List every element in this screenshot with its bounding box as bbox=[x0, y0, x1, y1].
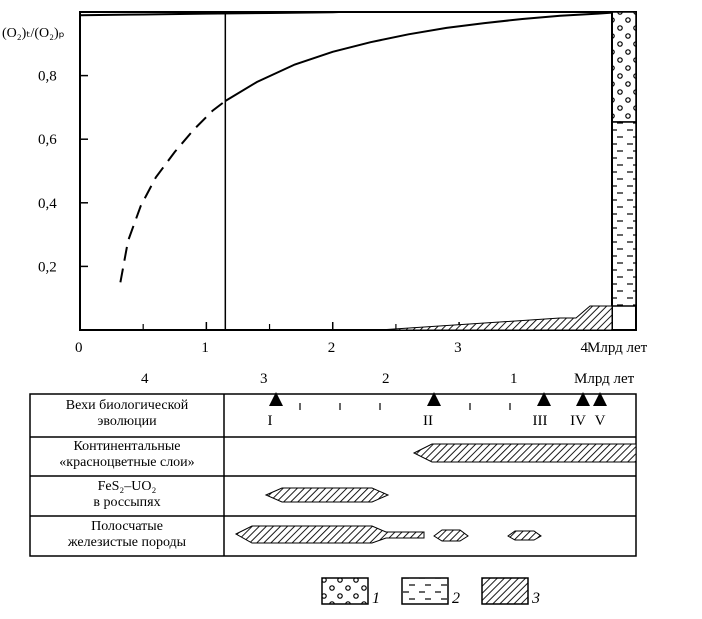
milestones: I II III IV V bbox=[268, 392, 607, 429]
x-axis-unit: Млрд лет bbox=[587, 340, 648, 356]
milestone-label: II bbox=[423, 413, 433, 429]
fes2-uo2-band bbox=[264, 487, 390, 503]
x-tick-label: 3 bbox=[454, 340, 462, 356]
y-tick-label: 0,8 bbox=[38, 69, 57, 85]
y-ticks: 0,2 0,4 0,6 0,8 bbox=[38, 69, 88, 275]
milestone-triangle bbox=[593, 392, 607, 406]
red-beds-band bbox=[412, 443, 637, 463]
x-tick-label: 1 bbox=[201, 340, 209, 356]
milestone-triangle bbox=[269, 392, 283, 406]
milestone-label: IV bbox=[570, 413, 586, 429]
column-lower-dashes bbox=[611, 121, 637, 307]
hatch-pattern-icon bbox=[481, 577, 529, 605]
dashes-pattern-icon bbox=[401, 577, 449, 605]
x-tick-label: 2 bbox=[328, 340, 336, 356]
milestone-triangle bbox=[576, 392, 590, 406]
y-tick-label: 0,2 bbox=[38, 259, 57, 275]
circles-pattern-icon bbox=[321, 577, 369, 605]
milestone-triangle bbox=[427, 392, 441, 406]
timeline-ticks: 4 3 2 1 bbox=[141, 371, 518, 387]
legend-label-1: 1 bbox=[372, 590, 380, 607]
x-tick-label: 0 bbox=[75, 340, 83, 356]
row-label-bif: Полосчатые железистые породы bbox=[67, 519, 187, 550]
row-label-fes2: FeS₂–UO₂ в россыпях bbox=[93, 479, 161, 510]
timeline-tick-label: 2 bbox=[382, 371, 390, 387]
y-tick-label: 0,6 bbox=[38, 132, 57, 148]
timeline-tick-label: 1 bbox=[510, 371, 518, 387]
row-label-bio: Вехи биологической эволюции bbox=[65, 398, 189, 429]
series-line-2 bbox=[224, 11, 621, 102]
column-upper-circles bbox=[611, 11, 637, 123]
bif-band-small-2 bbox=[507, 530, 542, 541]
milestone-minor-ticks bbox=[299, 403, 511, 410]
plot-frame bbox=[79, 11, 637, 331]
timeline-unit: Млрд лет bbox=[574, 371, 635, 387]
series-line-3 bbox=[79, 11, 340, 17]
bif-band-main bbox=[234, 525, 425, 544]
bif-band-small-1 bbox=[433, 529, 469, 542]
y-tick-label: 0,4 bbox=[38, 196, 57, 212]
x-tick-label: 4 bbox=[580, 340, 588, 356]
y-axis-label: (O₂)ₜ/(O₂)ₚ bbox=[2, 26, 65, 41]
hatched-wedge bbox=[379, 305, 613, 331]
legend-label-2: 2 bbox=[452, 590, 460, 607]
oxygen-curves bbox=[79, 11, 621, 283]
timeline-tick-label: 3 bbox=[260, 371, 268, 387]
milestone-label: III bbox=[533, 413, 548, 429]
legend-label-3: 3 bbox=[532, 590, 540, 607]
series-line-1 bbox=[119, 100, 226, 283]
timeline-table bbox=[29, 393, 637, 557]
milestone-label: V bbox=[595, 413, 606, 429]
milestone-triangle bbox=[537, 392, 551, 406]
milestone-label: I bbox=[268, 413, 273, 429]
row-label-redbeds: Континентальные «красноцветные слои» bbox=[59, 439, 195, 470]
timeline-tick-label: 4 bbox=[141, 371, 149, 387]
